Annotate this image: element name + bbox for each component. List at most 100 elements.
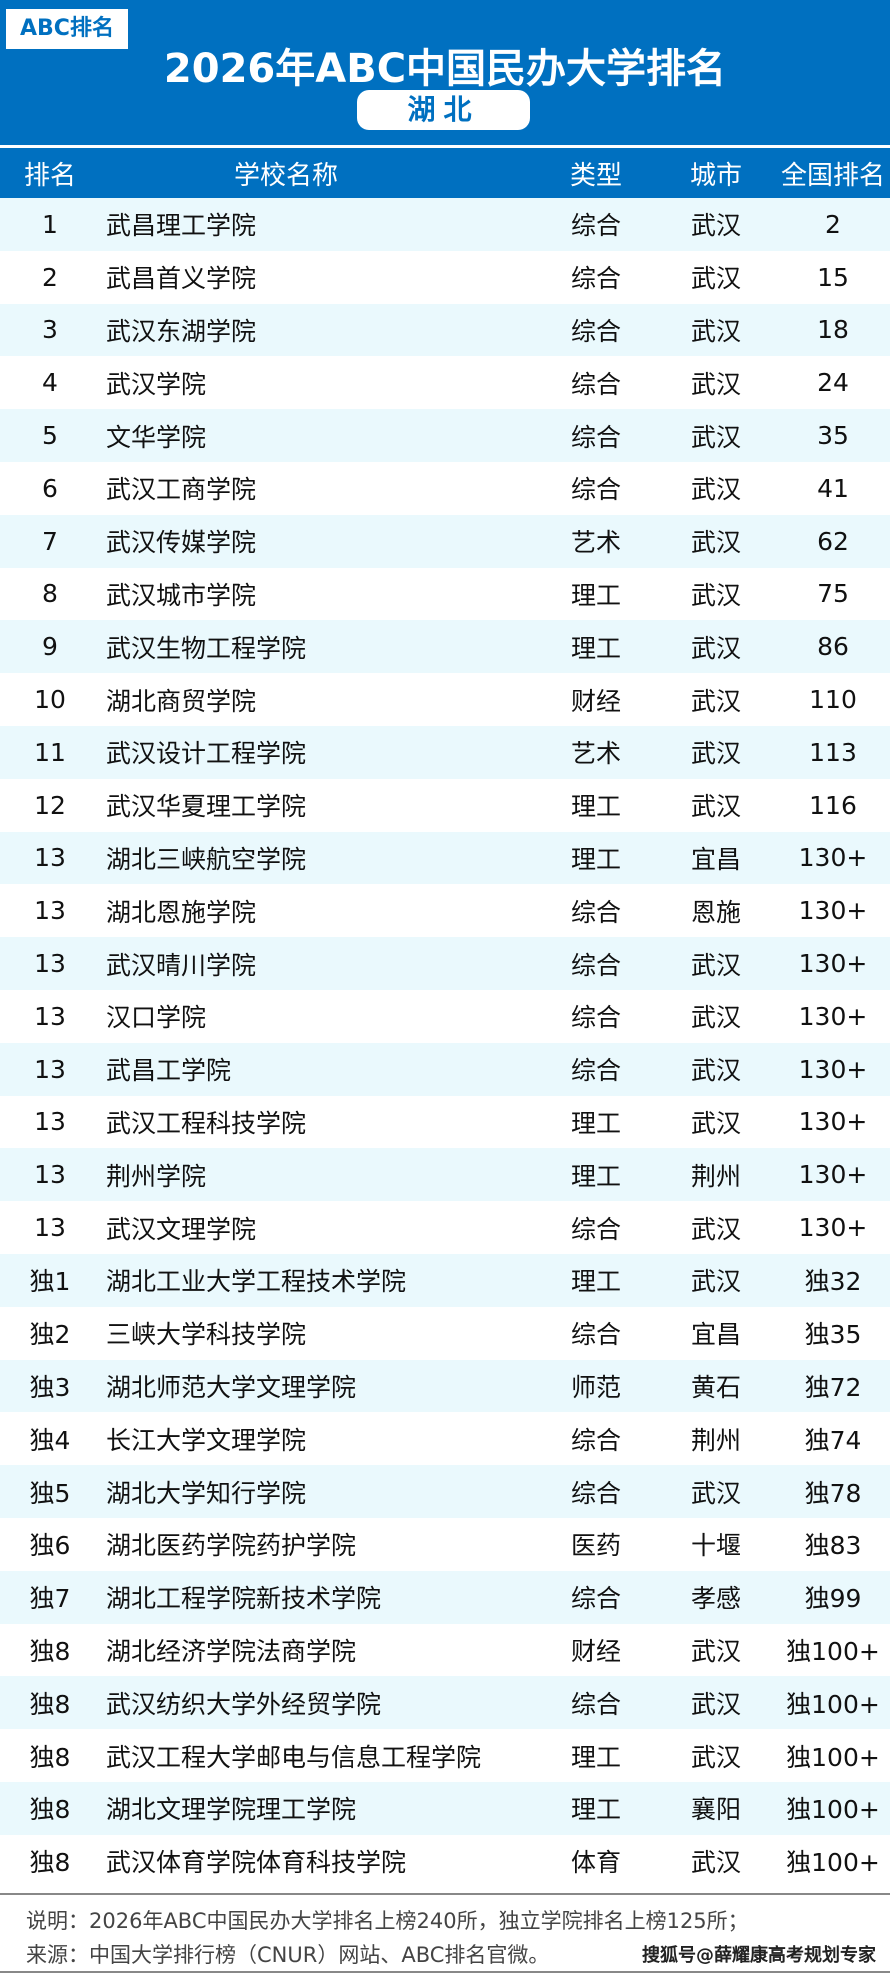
table-row: 5 文华学院 综合 武汉 35 — [0, 409, 890, 462]
cell-school: 武汉文理学院 — [106, 1214, 257, 1244]
table-header: 排名 学校名称 类型 城市 全国排名 — [0, 148, 890, 198]
cell-type: 综合 — [570, 369, 621, 399]
cell-national-rank: 113 — [809, 737, 857, 767]
cell-type: 理工 — [570, 633, 621, 663]
cell-type: 艺术 — [570, 528, 621, 558]
cell-national-rank: 独100+ — [786, 1742, 880, 1772]
cell-school: 武汉华夏理工学院 — [106, 792, 307, 822]
cell-type: 综合 — [570, 211, 621, 241]
table-row: 独8 武汉纺织大学外经贸学院 综合 武汉 独100+ — [0, 1676, 890, 1730]
cell-national-rank: 独83 — [804, 1531, 862, 1561]
cell-city: 武汉 — [690, 211, 741, 241]
cell-type: 综合 — [570, 1320, 621, 1350]
cell-type: 理工 — [570, 1267, 621, 1297]
cell-city: 武汉 — [690, 528, 741, 558]
cell-national-rank: 41 — [817, 473, 849, 503]
cell-rank: 13 — [34, 1107, 66, 1137]
cell-city: 武汉 — [690, 1636, 741, 1666]
cell-type: 综合 — [570, 1056, 621, 1086]
table-row: 独1 湖北工业大学工程技术学院 理工 武汉 独32 — [0, 1254, 890, 1307]
table-row: 7 武汉传媒学院 艺术 武汉 62 — [0, 514, 890, 568]
cell-national-rank: 2 — [825, 209, 841, 239]
cell-type: 综合 — [570, 1425, 621, 1455]
cell-city: 武汉 — [690, 264, 741, 294]
cell-rank: 8 — [42, 579, 58, 609]
watermark: 搜狐号@薛耀康高考规划专家 — [642, 1945, 876, 1966]
cell-national-rank: 24 — [817, 368, 849, 398]
page-title: 2026年ABC中国民办大学排名 — [163, 46, 727, 92]
cell-rank: 2 — [42, 262, 58, 292]
cell-national-rank: 15 — [817, 262, 849, 292]
cell-school: 武汉生物工程学院 — [106, 633, 307, 663]
cell-national-rank: 130+ — [798, 843, 868, 873]
cell-national-rank: 130+ — [798, 896, 868, 926]
cell-city: 武汉 — [690, 1003, 741, 1033]
cell-type: 综合 — [570, 1689, 621, 1719]
cell-national-rank: 130+ — [798, 1107, 868, 1137]
cell-school: 武汉工程科技学院 — [106, 1108, 307, 1138]
table-row: 8 武汉城市学院 理工 武汉 75 — [0, 568, 890, 621]
cell-rank: 独1 — [29, 1267, 71, 1297]
cell-city: 武汉 — [690, 1267, 741, 1297]
cell-rank: 独8 — [29, 1636, 71, 1666]
cell-city: 武汉 — [690, 422, 741, 452]
cell-type: 综合 — [570, 897, 621, 927]
cell-school: 湖北商贸学院 — [106, 686, 257, 716]
cell-rank: 12 — [34, 790, 66, 820]
cell-type: 财经 — [570, 1636, 621, 1666]
table-row: 独8 武汉体育学院体育科技学院 体育 武汉 独100+ — [0, 1835, 890, 1888]
cell-school: 武汉工商学院 — [106, 475, 257, 505]
cell-national-rank: 86 — [817, 632, 849, 662]
table-row: 9 武汉生物工程学院 理工 武汉 86 — [0, 620, 890, 674]
cell-city: 武汉 — [690, 316, 741, 346]
cell-school: 湖北恩施学院 — [106, 897, 257, 927]
table-row: 11 武汉设计工程学院 艺术 武汉 113 — [0, 726, 890, 779]
cell-national-rank: 独35 — [804, 1320, 862, 1350]
cell-school: 武汉晴川学院 — [106, 950, 257, 980]
cell-national-rank: 110 — [809, 685, 857, 715]
cell-rank: 独3 — [29, 1372, 71, 1402]
cell-city: 宜昌 — [690, 1320, 741, 1350]
table-row: 独4 长江大学文理学院 综合 荆州 独74 — [0, 1412, 890, 1465]
cell-rank: 4 — [42, 368, 58, 398]
cell-school: 武汉东湖学院 — [106, 316, 257, 346]
cell-city: 黄石 — [690, 1372, 741, 1402]
footer-source: 来源：中国大学排行榜（CNUR）网站、ABC排名官微。 — [26, 1943, 550, 1967]
cell-rank: 13 — [34, 896, 66, 926]
col-rank: 排名 — [23, 160, 76, 191]
cell-school: 武汉体育学院体育科技学院 — [106, 1848, 407, 1878]
cell-city: 荆州 — [690, 1161, 741, 1191]
cell-city: 武汉 — [690, 1056, 741, 1086]
cell-city: 武汉 — [690, 1108, 741, 1138]
col-national-rank: 全国排名 — [780, 160, 885, 191]
cell-city: 武汉 — [690, 1214, 741, 1244]
cell-type: 理工 — [570, 792, 621, 822]
table-row: 12 武汉华夏理工学院 理工 武汉 116 — [0, 779, 890, 832]
cell-type: 艺术 — [570, 739, 621, 769]
table-row: 独8 湖北经济学院法商学院 财经 武汉 独100+ — [0, 1624, 890, 1677]
cell-city: 宜昌 — [690, 844, 741, 874]
cell-school: 湖北大学知行学院 — [106, 1478, 307, 1508]
table-row: 13 武汉工程科技学院 理工 武汉 130+ — [0, 1096, 890, 1149]
cell-rank: 独8 — [29, 1742, 71, 1772]
cell-national-rank: 75 — [817, 579, 849, 609]
table-row: 1 武昌理工学院 综合 武汉 2 — [0, 198, 890, 251]
cell-city: 武汉 — [690, 369, 741, 399]
cell-national-rank: 35 — [817, 421, 849, 451]
table-row: 独7 湖北工程学院新技术学院 综合 孝感 独99 — [0, 1570, 890, 1624]
table-row: 13 武汉晴川学院 综合 武汉 130+ — [0, 937, 890, 990]
cell-city: 武汉 — [690, 792, 741, 822]
cell-city: 武汉 — [690, 1742, 741, 1772]
cell-city: 孝感 — [690, 1584, 741, 1614]
footer-note: 说明：2026年ABC中国民办大学排名上榜240所，独立学院排名上榜125所； — [26, 1909, 749, 1933]
table-row: 13 荆州学院 理工 荆州 130+ — [0, 1148, 890, 1202]
table-row: 10 湖北商贸学院 财经 武汉 110 — [0, 673, 890, 726]
cell-city: 恩施 — [690, 897, 741, 927]
col-city: 城市 — [689, 160, 742, 191]
cell-city: 襄阳 — [690, 1795, 741, 1825]
cell-type: 理工 — [570, 1795, 621, 1825]
header-banner: ABC排名 2026年ABC中国民办大学排名 湖北 — [0, 0, 890, 145]
table-row: 3 武汉东湖学院 综合 武汉 18 — [0, 303, 890, 357]
cell-rank: 11 — [34, 737, 66, 767]
table-row: 13 武汉文理学院 综合 武汉 130+ — [0, 1201, 890, 1254]
